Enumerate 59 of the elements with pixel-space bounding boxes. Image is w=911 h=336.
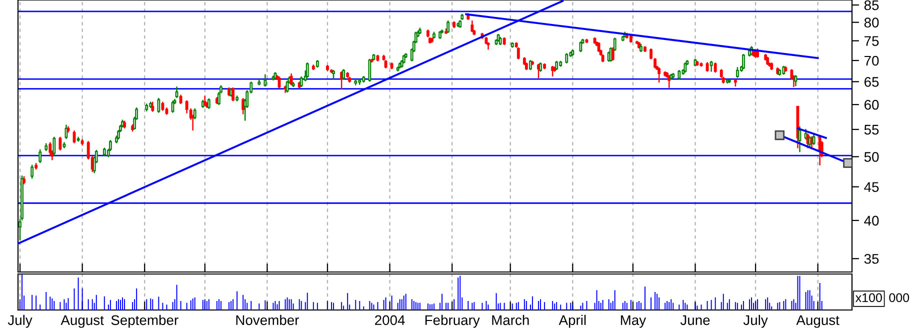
text: x100 [855,293,882,302]
candlestick [58,136,62,152]
candlestick [678,69,681,80]
candlestick [529,59,532,71]
x-tick-label: February [425,314,480,328]
candlestick [332,69,335,80]
candlestick [232,86,234,102]
y-tick-label: 75 [864,36,879,46]
candlestick [193,108,196,120]
candlestick [446,20,450,34]
y-tick-label: 40 [864,216,879,226]
text: 000 [889,293,910,302]
candlestick [706,62,709,72]
candlestick [565,52,568,64]
candlestick [714,62,717,74]
y-tick-label: 55 [864,124,879,135]
x-tick-label: March [492,314,529,326]
candlestick [38,148,42,164]
candlestick [117,129,120,140]
x-tick-label: August [796,315,840,328]
candlestick [736,66,739,78]
x-tick-label: September [111,314,178,328]
y-tick-label: 60 [864,100,879,110]
y-tick-label: 70 [864,56,879,66]
candlestick [30,164,34,180]
candlestick [264,74,267,88]
candlestick [306,62,309,78]
candlestick [342,68,346,80]
y-tick-label: 50 [864,152,879,162]
candlestick [157,97,160,114]
x-tick-label: July [743,314,768,328]
candlestick [52,136,56,156]
x-tick-label: May [620,315,646,328]
candlestick [650,48,652,60]
y-tick-label: 80 [864,18,879,28]
candlestick [710,60,713,72]
x-tick-label: April [558,314,586,328]
candlestick [684,62,687,74]
candlestick [470,20,474,33]
candlestick [48,142,52,156]
y-tick-label: 35 [864,254,879,264]
x-tick-label: 2004 [375,315,405,326]
y-tick-label: 65 [864,77,879,87]
x-tick-label: August [60,315,104,328]
candlestick [579,40,582,53]
candlestick [654,57,657,69]
candlestick [555,60,558,71]
candlestick [161,101,164,112]
candlestick [516,46,520,60]
candlestick [539,62,542,72]
candlestick [171,100,174,114]
y-tick-label: 45 [864,182,879,192]
x-tick-label: June [680,315,710,326]
y-tick-label: 85 [864,0,879,10]
x-tick-label: July [8,314,32,328]
candlestick [658,66,661,84]
candlestick [742,53,745,70]
x-tick-label: November [236,314,299,326]
candlestick [812,132,816,146]
